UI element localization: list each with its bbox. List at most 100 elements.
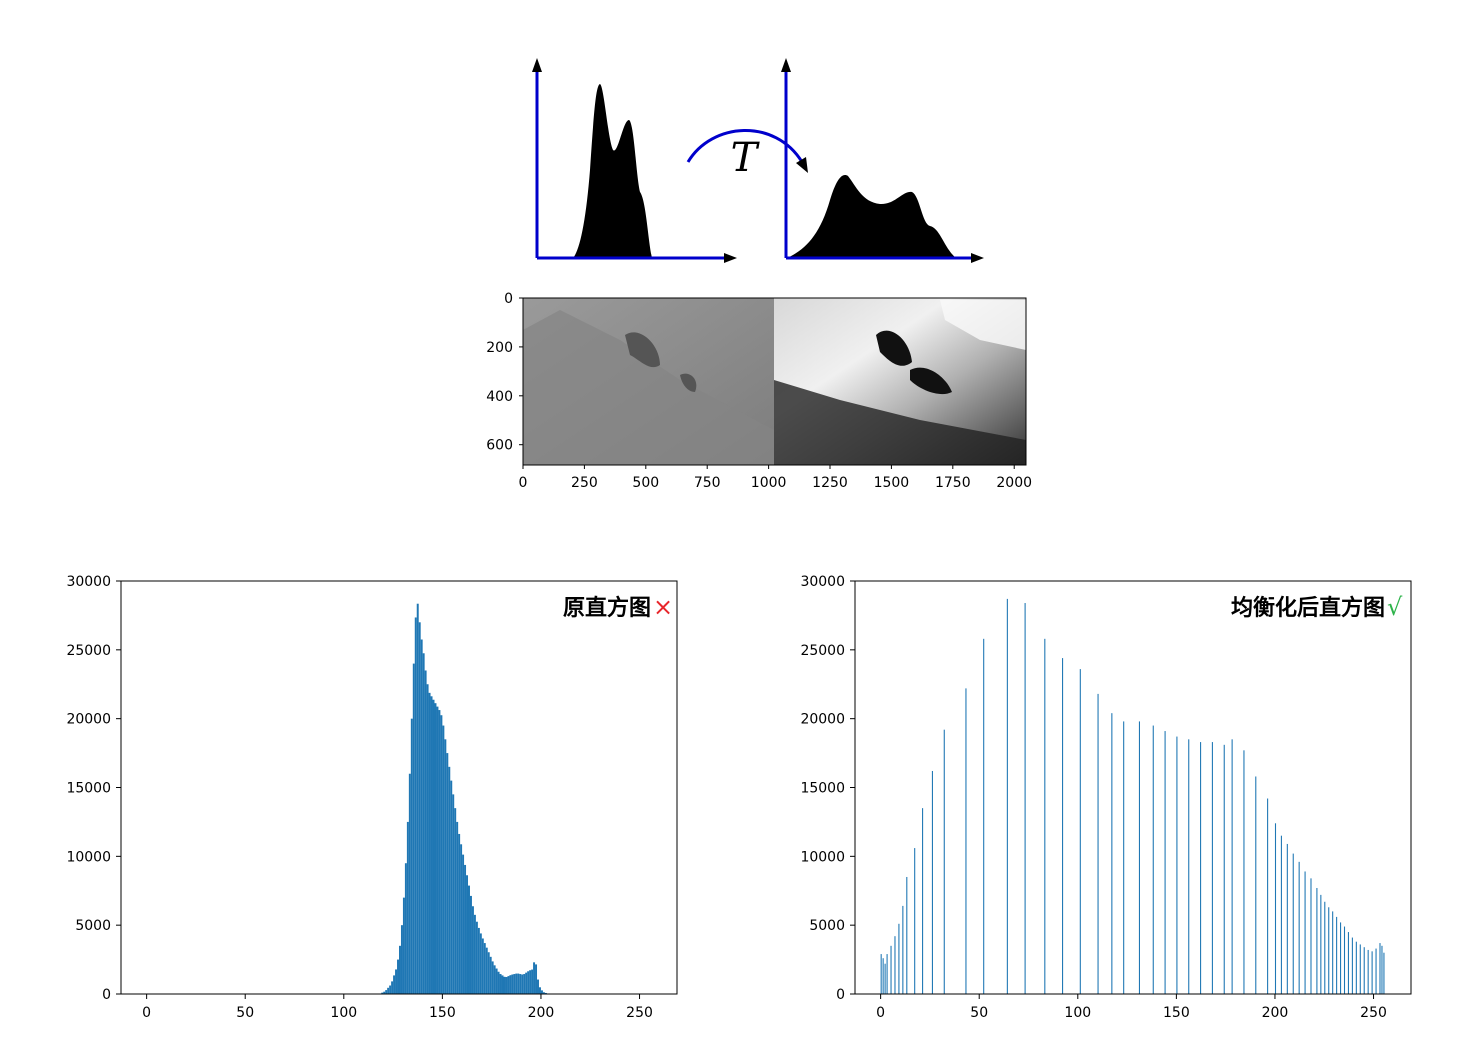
histogram-bar [513,974,516,994]
equalized-image-shadow [774,380,1026,465]
histogram-bar [383,991,386,994]
histogram-bar [428,692,431,994]
histogram-bar [1375,948,1377,994]
histogram-bar [391,981,394,994]
image-frame [522,297,1027,466]
image-x-tick-label: 1500 [874,475,910,491]
x-tick-label: 0 [142,1005,151,1021]
histogram-bar [397,959,399,994]
histogram-bar [1381,945,1383,994]
histogram-bar [442,725,445,994]
histogram-bar [418,622,421,994]
histogram-bar [1231,739,1233,994]
histogram-bar [507,976,510,994]
histogram-bar [931,770,933,994]
histogram-bar [483,943,486,994]
histogram-bar [544,992,547,994]
histogram-bar [452,794,455,994]
histogram-bar [535,964,538,994]
histogram-bar [434,703,437,994]
right-x-axis-arrow [971,253,984,263]
histogram-bar [1123,721,1125,994]
transform-diagram: T [532,58,984,263]
histogram-bar [471,906,474,994]
y-tick-label: 5000 [75,918,111,934]
histogram-bar [523,974,526,994]
histogram-bar [426,684,429,994]
histogram-bar [450,780,453,994]
histogram-bar [1062,658,1064,994]
y-tick-label: 0 [102,987,111,1003]
x-tick-label: 50 [970,1005,988,1021]
histogram-bar [515,973,518,994]
histogram-bar [1336,916,1338,994]
x-tick-label: 200 [528,1005,555,1021]
histogram-bar [1024,603,1026,994]
image-y-tick-label: 400 [486,389,513,405]
histogram-bar [1367,949,1369,994]
histogram-bar [408,773,411,994]
histogram-bar [1280,835,1282,994]
y-tick-label: 20000 [800,712,845,728]
histogram-bar [521,974,524,994]
histogram-bar [493,965,496,994]
histogram-bar [531,969,534,994]
histogram-bar [406,821,409,994]
plot-frame [120,580,678,995]
image-x-tick-label: 1000 [751,475,787,491]
histogram-bar [444,739,447,994]
image-x-tick-label: 750 [694,475,721,491]
histogram-bar [416,603,419,994]
histogram-bar [965,688,967,994]
histogram-bar [381,992,384,994]
y-tick-label: 25000 [66,643,111,659]
y-tick-label: 30000 [800,574,845,590]
histogram-bar [1343,926,1346,994]
histogram-bar [387,987,390,994]
histogram-bar [902,905,904,994]
x-tick-label: 150 [429,1005,456,1021]
histogram-bar [466,875,469,994]
histogram-bar [460,844,463,994]
histogram-bar [395,969,398,994]
histogram-bar [882,958,884,994]
histogram-bar [922,808,924,994]
histogram-bar [393,975,396,994]
histogram-bar [440,715,443,994]
image-x-tick-label: 1250 [812,475,848,491]
histogram-bar [886,954,888,994]
histogram-bar [487,952,490,994]
histogram-bar [458,833,461,994]
y-tick-label: 5000 [809,918,845,934]
histogram-bar [446,753,449,994]
histogram-bar [385,990,388,994]
equalized-image-highlight [940,300,1026,350]
chart-title: 均衡化后直方图 [1231,595,1385,621]
x-tick-label: 50 [236,1005,254,1021]
histogram-bar [422,653,425,994]
histogram-bar [1340,922,1342,994]
equalized-histogram-shape [787,175,956,258]
histogram-bar [1371,951,1373,994]
histogram-bar [1359,944,1361,994]
histogram-bar [1138,721,1140,994]
original-histogram-shape [573,84,652,258]
original-image-slope [523,310,774,465]
histogram-bar [533,962,536,994]
histogram-bar [1383,952,1385,994]
histogram-bar [438,710,441,994]
histogram-bar [527,971,530,994]
left-x-axis-arrow [724,253,737,263]
histogram-bar [399,945,401,994]
transform-label: T [731,135,761,181]
histogram-bar [537,979,539,994]
histogram-bar [1298,861,1300,994]
histogram-bar [503,976,506,994]
histogram-bar [1097,693,1099,994]
histogram-bar [1316,887,1318,994]
histogram-bar [1332,911,1334,994]
y-tick-label: 10000 [800,849,845,865]
histogram-bar [1347,932,1349,994]
y-tick-label: 15000 [800,781,845,797]
histogram-bar [1152,725,1154,994]
